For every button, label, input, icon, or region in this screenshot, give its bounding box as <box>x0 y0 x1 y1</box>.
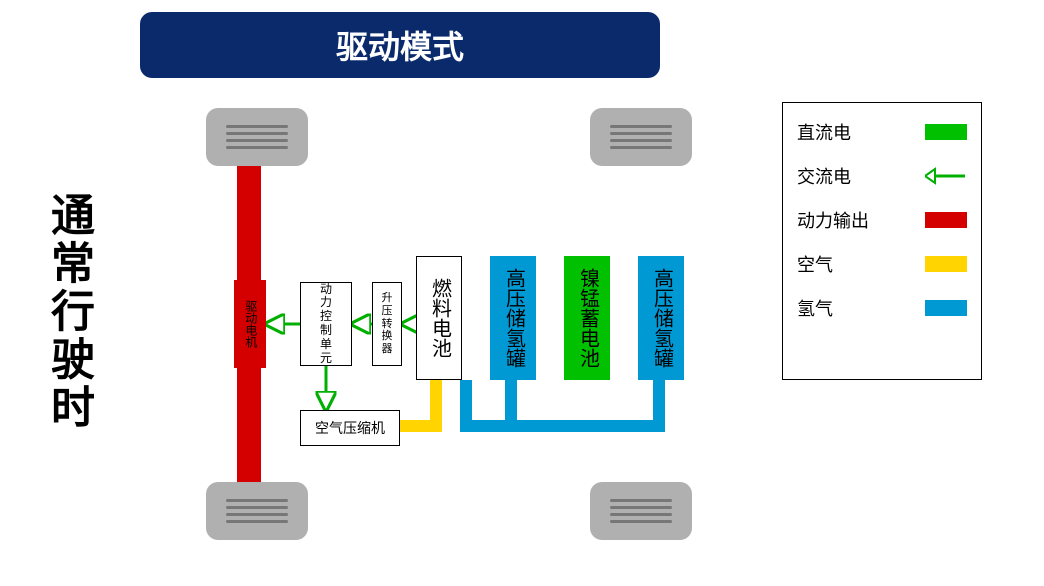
legend-label: 直流电 <box>797 119 851 145</box>
legend-label: 动力输出 <box>797 207 869 233</box>
legend-label: 氢气 <box>797 295 833 321</box>
side-label-text: 通常行驶时 <box>44 192 93 432</box>
node-boost: 升压转换器 <box>372 282 402 366</box>
blue-to-fc <box>460 380 472 432</box>
legend-label: 空气 <box>797 251 833 277</box>
node-aircomp: 空气压缩机 <box>300 410 400 446</box>
wheel <box>590 482 692 540</box>
side-label: 通常行驶时 <box>36 192 100 432</box>
red-axle-bot <box>237 368 261 482</box>
legend-row: 氢气 <box>797 295 967 321</box>
legend-swatch <box>925 300 967 316</box>
wheel-line <box>226 132 288 135</box>
legend-swatch <box>925 212 967 228</box>
wheel-line <box>226 506 288 509</box>
title-text: 驱动模式 <box>336 22 464 68</box>
wheel-line <box>610 125 672 128</box>
wheel-line <box>610 499 672 502</box>
legend-row: 空气 <box>797 251 967 277</box>
wheel-line <box>226 513 288 516</box>
wheel <box>206 482 308 540</box>
legend-row: 直流电 <box>797 119 967 145</box>
node-fc: 燃料电池 <box>416 256 462 380</box>
node-h2tank2: 高压储氢罐 <box>638 256 684 380</box>
wheel-line <box>610 506 672 509</box>
legend-row: 交流电 <box>797 163 967 189</box>
legend-label: 交流电 <box>797 163 851 189</box>
node-h2tank1: 高压储氢罐 <box>490 256 536 380</box>
legend-swatch <box>925 256 967 272</box>
wheel-line <box>610 146 672 149</box>
wheel-line <box>610 513 672 516</box>
wheel-line <box>226 125 288 128</box>
node-pcu: 动力控制单元 <box>300 282 352 366</box>
wheel-line <box>610 520 672 523</box>
blue-horiz <box>460 420 665 432</box>
legend-arrow-icon <box>925 167 967 185</box>
wheel-line <box>226 520 288 523</box>
wheel <box>206 108 308 166</box>
title-box: 驱动模式 <box>140 12 660 78</box>
node-motor: 驱动电机 <box>234 280 266 368</box>
wheel-line <box>226 146 288 149</box>
wheel-line <box>226 499 288 502</box>
node-nimh: 镍锰蓄电池 <box>564 256 610 380</box>
legend-swatch <box>925 124 967 140</box>
yellow-horiz <box>400 420 442 432</box>
legend-row: 动力输出 <box>797 207 967 233</box>
wheel-line <box>226 139 288 142</box>
legend: 直流电交流电动力输出空气氢气 <box>782 102 982 380</box>
wheel-line <box>610 139 672 142</box>
wheel-line <box>610 132 672 135</box>
red-axle-top <box>237 166 261 280</box>
wheel <box>590 108 692 166</box>
